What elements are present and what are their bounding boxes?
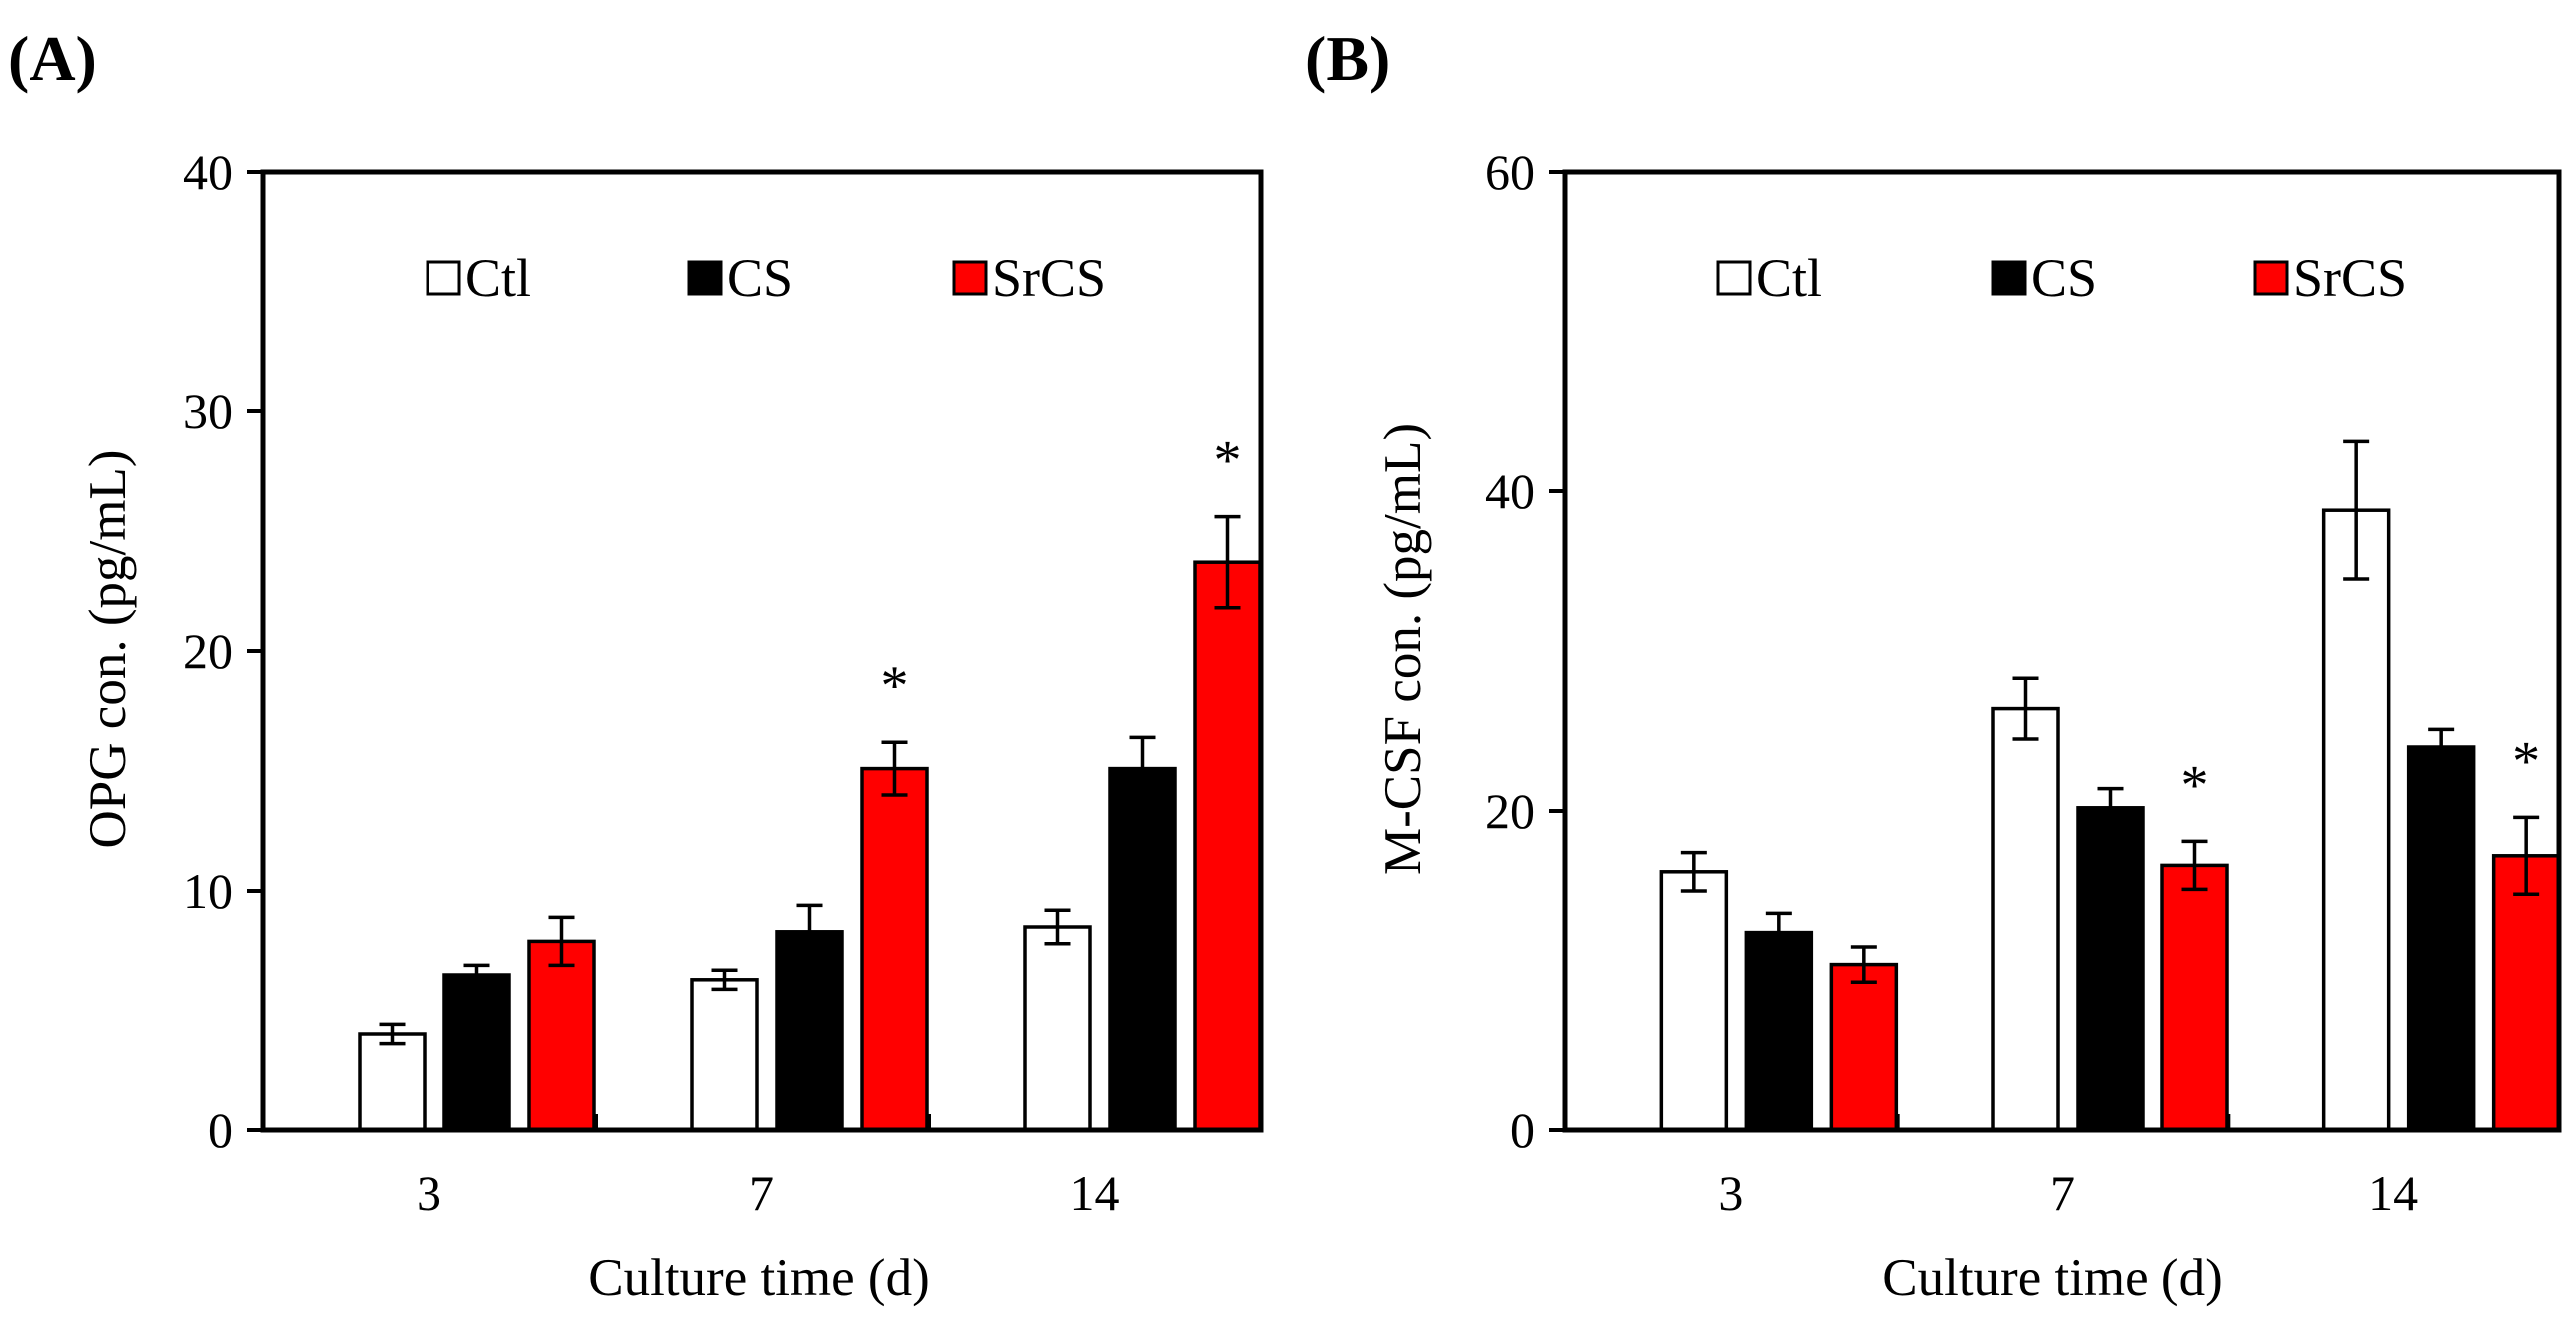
bar-ctl-14 [2321, 508, 2391, 1132]
error-bar [2513, 815, 2540, 896]
x-ticks-b: 3 7 14 [1718, 1114, 2418, 1221]
legend-swatch-srcs [952, 260, 988, 296]
significance-mark: * [2181, 754, 2209, 816]
error-bar [1680, 850, 1707, 893]
legend-swatch-srcs [2253, 260, 2289, 296]
bar-cs-3 [1744, 930, 1814, 1132]
x-axis-title-b: Culture time (d) [1882, 1249, 2222, 1307]
bar-srcs-14 [1193, 560, 1262, 1132]
bar-ctl-7 [690, 978, 759, 1132]
x-axis-title-a: Culture time (d) [588, 1249, 929, 1307]
plot-frame-b [1562, 169, 2562, 1133]
significance-mark: * [881, 655, 909, 717]
error-bar [2097, 786, 2124, 829]
y-tick-label: 10 [183, 863, 233, 919]
bar-ctl-14 [1023, 925, 1092, 1132]
legend-a: Ctl CS SrCS [426, 248, 1106, 308]
y-axis-title-a: OPG con. (pg/mL) [79, 450, 137, 849]
bar-cs-3 [442, 973, 511, 1132]
legend-swatch-ctl [1716, 260, 1752, 296]
error-bar [1765, 911, 1792, 954]
bar-cs-14 [2406, 745, 2476, 1132]
y-tick-label: 40 [183, 144, 233, 200]
error-bar [379, 1022, 406, 1046]
error-bar [463, 963, 490, 987]
significance-mark: * [2512, 730, 2540, 792]
y-axis-title-b: M-CSF con. (pg/mL) [1374, 423, 1432, 875]
error-bar [881, 740, 908, 797]
error-bar [2343, 439, 2370, 581]
bar-cs-7 [775, 930, 844, 1132]
error-bar [1129, 735, 1156, 802]
x-tick-label: 14 [2368, 1165, 2418, 1221]
bar-srcs-3 [1829, 962, 1899, 1132]
error-bar [2181, 839, 2208, 892]
plot-frame-a [260, 169, 1264, 1133]
bar-ctl-7 [1991, 706, 2060, 1132]
y-tick-label: 0 [208, 1102, 233, 1158]
y-tick-label: 20 [1485, 783, 1535, 839]
bars-a: ** [358, 430, 1262, 1132]
error-bar [711, 968, 738, 992]
bar-srcs-7 [860, 766, 929, 1132]
error-bar [548, 915, 575, 968]
error-bar [1044, 908, 1071, 946]
y-tick-label: 60 [1485, 144, 1535, 200]
error-bar [1850, 945, 1877, 984]
bars-b: * * [1659, 439, 2561, 1132]
legend-swatch-ctl [426, 260, 461, 296]
error-bar [796, 903, 823, 960]
legend-b: Ctl CS SrCS [1716, 248, 2407, 308]
error-bar [2012, 676, 2039, 741]
legend-label-cs: CS [2031, 248, 2097, 308]
y-ticks-b: 0 20 40 60 [1485, 144, 1565, 1158]
panel-label-a: (A) [8, 23, 97, 94]
x-tick-label: 7 [2050, 1165, 2075, 1221]
x-tick-label: 7 [749, 1165, 774, 1221]
error-bar [1214, 514, 1241, 610]
x-tick-label: 14 [1070, 1165, 1120, 1221]
x-tick-label: 3 [417, 1165, 441, 1221]
legend-label-srcs: SrCS [2293, 248, 2407, 308]
panel-label-b: (B) [1305, 23, 1390, 94]
legend-label-srcs: SrCS [992, 248, 1106, 308]
y-tick-label: 30 [183, 383, 233, 439]
bar-srcs-3 [527, 939, 596, 1132]
y-tick-label: 0 [1510, 1102, 1535, 1158]
bar-srcs-7 [2160, 863, 2229, 1132]
legend-label-ctl: Ctl [465, 248, 531, 308]
y-ticks-a: 0 10 20 30 40 [183, 144, 263, 1158]
error-bar [2428, 727, 2455, 767]
y-tick-label: 40 [1485, 463, 1535, 519]
panel-b: (B) M-CSF con. (pg/mL) Culture time (d) … [1305, 23, 2562, 1307]
bar-ctl-3 [1659, 870, 1729, 1132]
y-tick-label: 20 [183, 623, 233, 679]
legend-swatch-cs [1991, 260, 2027, 296]
legend-label-ctl: Ctl [1756, 248, 1822, 308]
bar-cs-14 [1108, 766, 1177, 1132]
bar-cs-7 [2076, 806, 2145, 1132]
bar-ctl-3 [358, 1032, 427, 1132]
legend-label-cs: CS [727, 248, 793, 308]
bar-srcs-14 [2491, 854, 2561, 1132]
x-tick-label: 3 [1718, 1165, 1743, 1221]
legend-swatch-cs [687, 260, 723, 296]
significance-mark: * [1214, 430, 1242, 492]
panel-a: (A) OPG con. (pg/mL) Culture time (d) 0 1… [8, 23, 1264, 1307]
